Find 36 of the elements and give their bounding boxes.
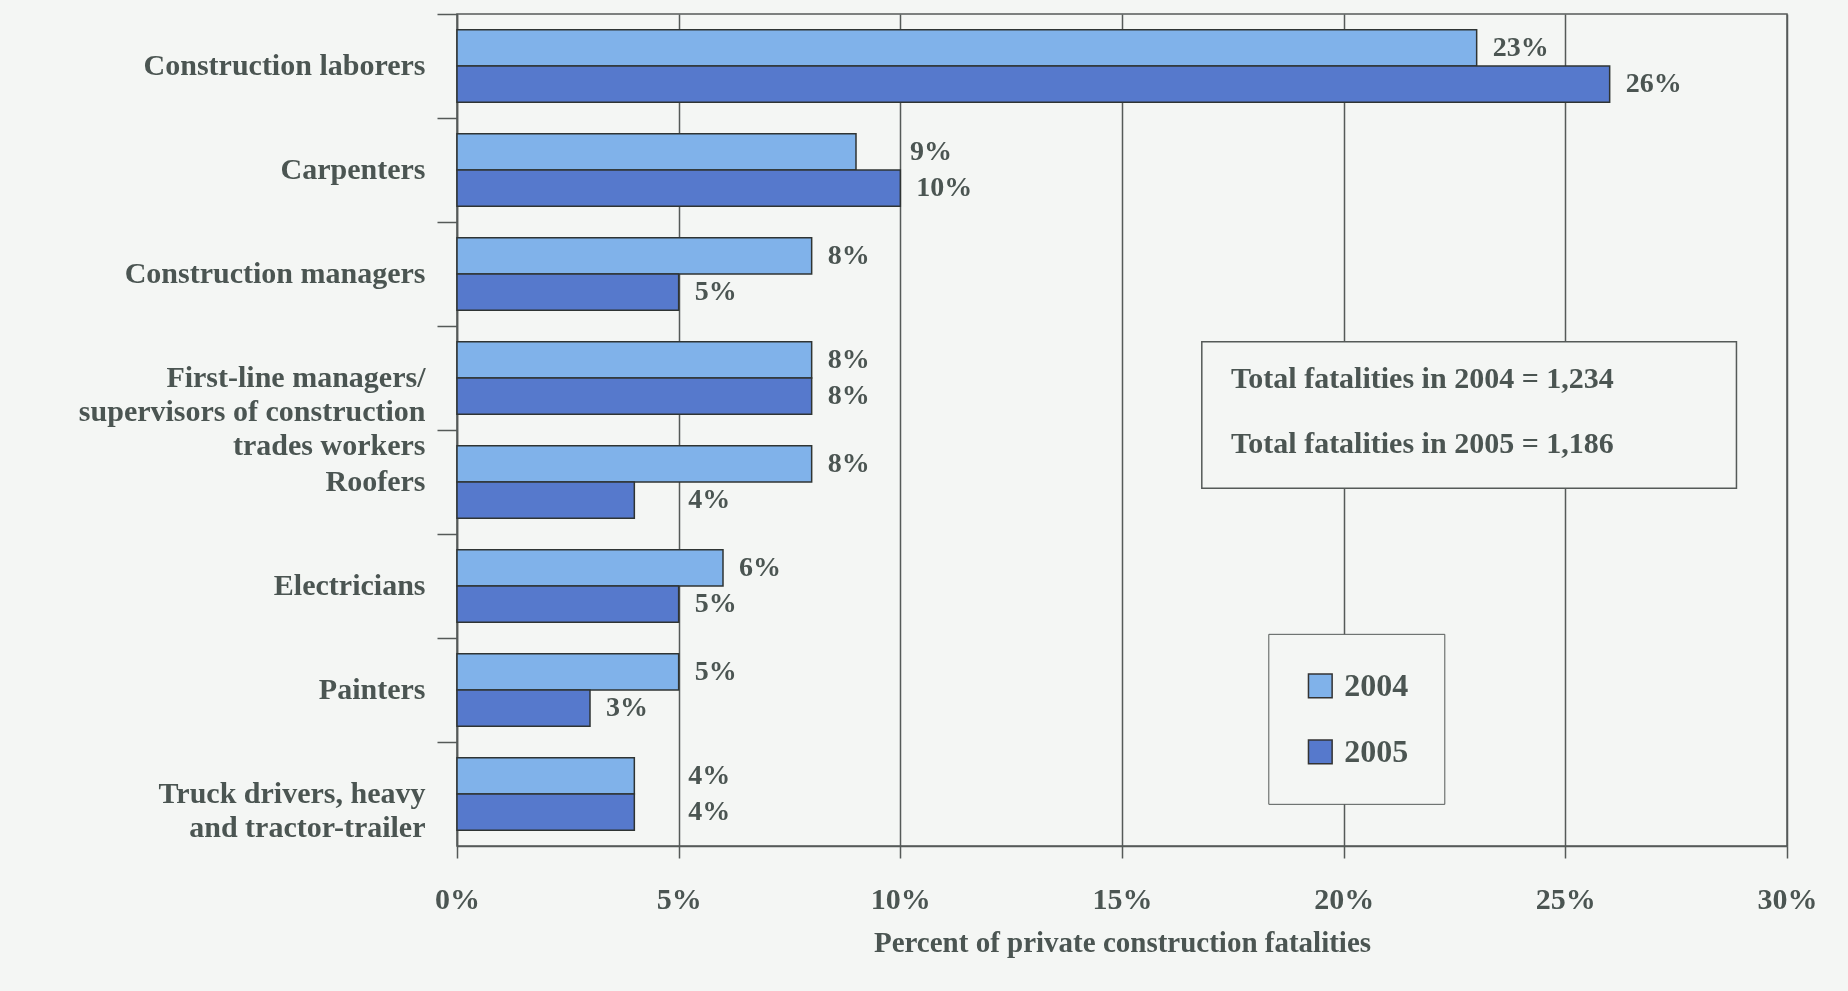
x-tick-label: 10% [870,881,931,915]
annotation: Total fatalities in 2005 = 1,186 [1231,426,1614,460]
y-tick-label: Truck drivers, heavy and tractor-trailer [158,776,426,843]
x-tick-label: 25% [1535,881,1596,915]
x-tick-label: 5% [656,881,702,915]
data-label: 8% [827,342,870,374]
y-tick-label: Roofers [325,464,426,497]
data-label: 10% [916,171,973,203]
y-tick-label: Carpenters [280,152,426,185]
y-tick-label: First-line managers/ supervisors of construction trades workers [78,360,427,461]
x-tick-label: 0% [435,881,480,915]
data-label: 5% [694,654,737,686]
data-label: 9% [910,134,952,166]
legend-label: 2005 [1344,732,1409,769]
y-tick-label: Construction laborers [143,48,426,81]
x-tick-label: 20% [1314,881,1375,915]
data-label: 6% [739,550,781,582]
y-tick-label: Electricians [273,568,426,601]
data-label: 23% [1492,30,1549,62]
data-label: 4% [688,483,731,515]
x-axis-title: Percent of private construction fatalities [873,925,1372,958]
data-label: 8% [827,238,870,270]
data-label: 26% [1625,67,1682,99]
data-label: 3% [606,691,648,723]
data-label: 5% [694,275,737,307]
x-tick-label: 15% [1092,881,1153,915]
annotation: Total fatalities in 2004 = 1,234 [1231,361,1614,395]
y-tick-label: Painters [318,672,426,705]
data-label: 8% [827,446,870,478]
data-label: 4% [688,758,731,790]
data-label: 8% [827,379,870,411]
data-label: 4% [688,795,731,827]
y-tick-label: Construction managers [124,256,426,289]
x-tick-label: 30% [1757,881,1818,915]
data-label: 5% [694,587,737,619]
legend-label: 2004 [1344,666,1409,703]
